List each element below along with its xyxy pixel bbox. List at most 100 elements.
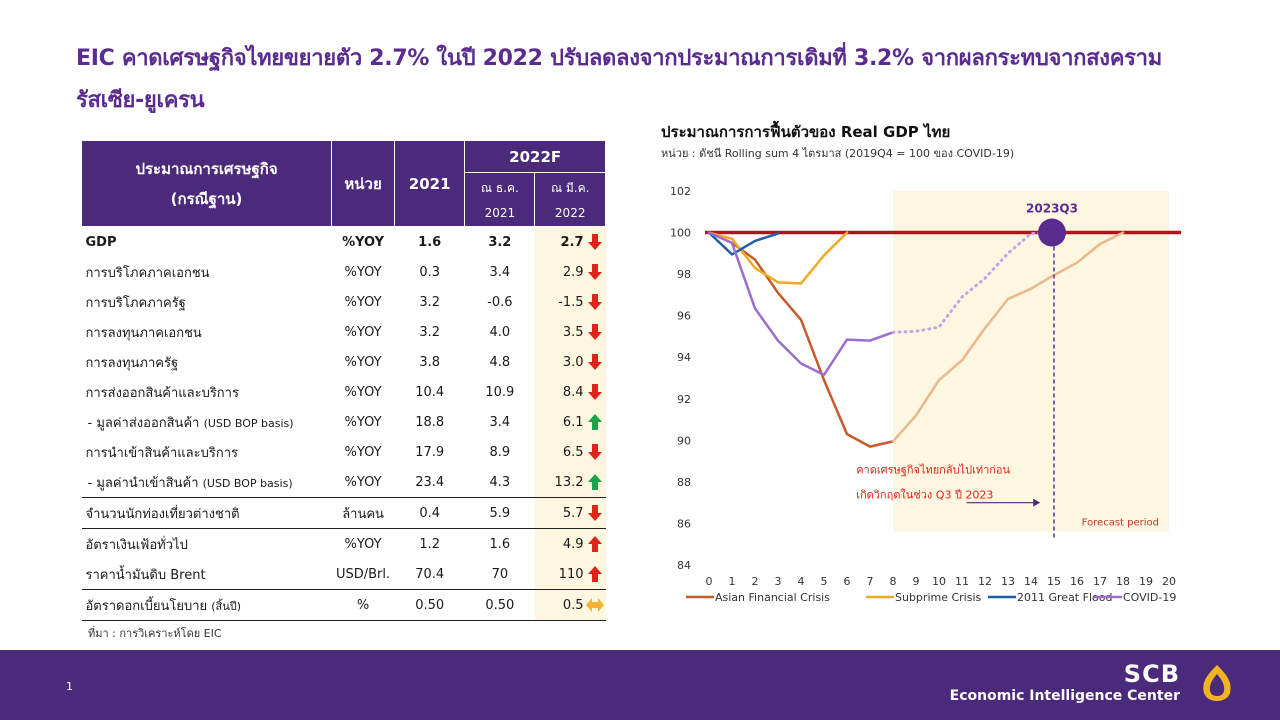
row-mar-2022: 2.7	[534, 226, 606, 257]
row-unit: %YOY	[344, 384, 382, 400]
table-row: การนำเข้าสินค้าและบริการ %YOY 17.9 8.9 6.5	[82, 437, 606, 467]
arrow-down-icon	[587, 264, 602, 280]
x-tick-label: 18	[1116, 575, 1130, 588]
y-tick-label: 94	[677, 351, 691, 364]
table-row: การลงทุนภาคเอกชน %YOY 3.2 4.0 3.5	[82, 317, 606, 347]
series-line-3	[707, 231, 780, 256]
row-2021: 3.2	[419, 294, 441, 310]
row-2021: 1.2	[394, 528, 465, 559]
header-2021: 2021	[394, 140, 466, 227]
row-label: การบริโภคภาครัฐ	[85, 295, 186, 311]
header-mar: ณ มี.ค. 2022	[534, 172, 606, 227]
arrow-down-icon	[587, 384, 602, 400]
y-tick-label: 86	[677, 517, 691, 530]
legend-label: COVID-19	[1123, 591, 1176, 604]
y-tick-label: 96	[677, 310, 691, 323]
row-2021: 3.8	[419, 354, 441, 370]
y-tick-label: 88	[677, 476, 691, 489]
header-2022f: 2022F	[464, 140, 606, 173]
row-2021: 0.4	[394, 497, 465, 529]
series-line-2	[707, 231, 849, 285]
arrow-down-icon	[587, 444, 602, 460]
row-unit: %YOY	[331, 528, 395, 559]
series-line-5	[891, 231, 1056, 334]
recovery-marker	[1038, 218, 1066, 247]
row-label: - มูลค่าส่งออกสินค้า (USD BOP basis)	[87, 415, 294, 431]
row-label: อัตราดอกเบี้ยนโยบาย (สิ้นปี)	[81, 589, 332, 621]
row-label: การลงทุนภาคเอกชน	[85, 325, 202, 341]
row-mar-2022: -1.5	[534, 287, 606, 317]
table-row: การลงทุนภาครัฐ %YOY 3.8 4.8 3.0	[82, 347, 606, 377]
x-tick-label: 1	[729, 575, 736, 588]
row-dec-2021: 8.9	[489, 444, 511, 460]
arrow-down-icon	[587, 294, 602, 310]
forecast-table: ประมาณการเศรษฐกิจ (กรณีฐาน) หน่วย 2021 2…	[80, 140, 606, 621]
arrow-up-icon	[587, 536, 602, 552]
row-dec-2021: 0.50	[464, 589, 535, 621]
y-tick-label: 92	[677, 393, 691, 406]
row-mar-2022: 13.2	[534, 467, 606, 498]
x-tick-label: 0	[706, 575, 713, 588]
x-tick-label: 13	[1001, 575, 1015, 588]
row-2021: 17.9	[415, 444, 445, 460]
row-dec-2021: 3.2	[488, 234, 512, 250]
arrow-up-icon	[587, 474, 602, 490]
row-2021: 70.4	[415, 566, 445, 582]
x-tick-label: 20	[1162, 575, 1176, 588]
row-unit: %YOY	[342, 234, 385, 250]
row-2021: 0.3	[419, 264, 441, 280]
y-tick-label: 90	[677, 434, 691, 447]
legend-label: 2011 Great Flood	[1017, 591, 1112, 604]
table-row: อัตราดอกเบี้ยนโยบาย (สิ้นปี)% 0.50 0.50 0.5	[81, 589, 606, 621]
arrow-down-icon	[587, 324, 602, 340]
x-tick-label: 16	[1070, 575, 1084, 588]
header-unit: หน่วย	[331, 140, 396, 227]
arrow-up-icon	[587, 414, 602, 430]
row-2021: 18.8	[415, 414, 445, 430]
y-tick-label: 84	[677, 559, 691, 572]
table-row: การบริโภคภาคเอกชน %YOY 0.3 3.4 2.9	[82, 257, 606, 287]
arrow-left-right-icon	[585, 598, 604, 612]
chart-title: ประมาณการการฟื้นตัวของ Real GDP ไทย	[661, 123, 951, 141]
row-dec-2021: 3.4	[489, 264, 511, 280]
row-dec-2021: 3.4	[489, 414, 511, 430]
row-mar-2022: 0.5	[534, 589, 606, 621]
x-tick-label: 3	[775, 575, 782, 588]
annotation-arrow-head	[1033, 498, 1041, 507]
row-dec-2021: 1.6	[464, 528, 535, 559]
row-label: จำนวนนักท่องเที่ยวต่างชาติ	[81, 497, 332, 529]
row-note: (สิ้นปี)	[211, 599, 242, 613]
footer-bar	[0, 650, 1280, 720]
row-mar-2022: 3.5	[534, 317, 606, 347]
legend-label: Asian Financial Crisis	[715, 591, 830, 604]
x-tick-label: 8	[890, 575, 897, 588]
row-unit: %YOY	[344, 474, 382, 490]
row-label: - มูลค่านำเข้าสินค้า (USD BOP basis)	[87, 475, 293, 491]
row-dec-2021: 10.9	[485, 384, 515, 400]
y-tick-label: 100	[670, 227, 691, 240]
row-note: (USD BOP basis)	[202, 476, 293, 490]
x-tick-label: 9	[913, 575, 920, 588]
row-mar-2022: 4.9	[534, 528, 606, 559]
row-unit: %YOY	[344, 324, 382, 340]
x-tick-label: 12	[978, 575, 992, 588]
table-row: การบริโภคภาครัฐ %YOY 3.2 -0.6 -1.5	[82, 287, 606, 317]
header-dec: ณ ธ.ค. 2021	[464, 172, 536, 227]
x-tick-label: 10	[932, 575, 946, 588]
brand-name: SCB	[1123, 660, 1180, 688]
x-tick-label: 14	[1024, 575, 1038, 588]
arrow-down-icon	[587, 354, 602, 370]
table-row: ราคาน้ำมันดิบ Brent USD/Brl. 70.4 70 110	[82, 559, 606, 590]
x-tick-label: 2	[752, 575, 759, 588]
row-dec-2021: 4.0	[489, 324, 511, 340]
annotation-line-1: คาดเศรษฐกิจไทยกลับไปเท่าก่อน	[856, 463, 1010, 476]
series-line-1	[891, 231, 1125, 443]
recovery-marker-label: 2023Q3	[1026, 202, 1078, 216]
table-row: จำนวนนักท่องเที่ยวต่างชาติ ล้านคน 0.4 5.9 5.…	[81, 497, 606, 529]
y-tick-label: 98	[677, 268, 691, 281]
table-row: อัตราเงินเฟ้อทั่วไป %YOY 1.2 1.6 4.9	[81, 528, 606, 559]
y-tick-label: 102	[670, 185, 691, 198]
x-tick-label: 7	[867, 575, 874, 588]
arrow-down-icon	[587, 234, 602, 250]
annotation-line-2: เกิดวิกฤตในช่วง Q3 ปี 2023	[856, 488, 993, 501]
